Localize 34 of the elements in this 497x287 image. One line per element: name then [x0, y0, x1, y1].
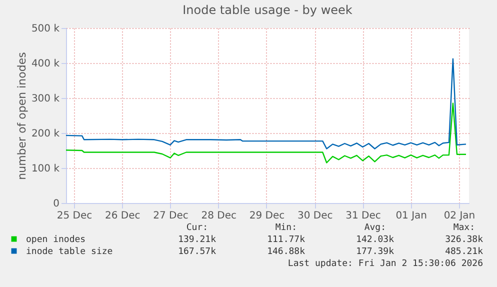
y-tick-label: 200 k — [31, 128, 60, 140]
text: 485.21k — [445, 247, 484, 257]
legend-label: open inodes — [26, 235, 86, 245]
legend-label: inode table size — [26, 247, 113, 257]
text: 177.39k — [356, 247, 395, 257]
text: 111.77k — [267, 235, 306, 245]
y-tick-label: 400 k — [31, 58, 60, 70]
x-tick-label: 27 Dec — [153, 210, 188, 222]
y-tick-label: 500 k — [31, 24, 60, 34]
x-tick-label: 02 Jan — [444, 210, 476, 222]
text: 146.88k — [267, 247, 306, 257]
text: Cur: — [186, 223, 208, 233]
x-tick-label: 26 Dec — [105, 210, 140, 222]
y-tick-label: 0 — [53, 198, 60, 210]
x-tick-label: 01 Jan — [396, 210, 428, 222]
text: Avg: — [364, 223, 386, 233]
text: 326.38k — [445, 235, 484, 245]
text: 167.57k — [178, 247, 217, 257]
text: 142.03k — [356, 235, 395, 245]
y-tick-label: 100 k — [31, 164, 60, 174]
text: Min: — [275, 223, 297, 233]
x-tick-label: 29 Dec — [249, 210, 285, 222]
y-axis-title: number of open inodes — [15, 52, 28, 180]
x-tick-label: 25 Dec — [56, 210, 92, 222]
text: 139.21k — [178, 235, 217, 245]
text: Max: — [453, 223, 475, 233]
line-series — [66, 58, 467, 150]
chart-title: Inode table usage - by week — [182, 3, 352, 17]
line-series — [66, 102, 467, 164]
x-tick-label: 30 Dec — [297, 210, 333, 222]
x-tick-label: 28 Dec — [201, 210, 237, 222]
y-tick-label: 300 k — [31, 94, 60, 104]
text: Last update: Fri Jan 2 15:30:06 2026 — [288, 259, 483, 269]
x-tick-label: 31 Dec — [346, 210, 381, 222]
